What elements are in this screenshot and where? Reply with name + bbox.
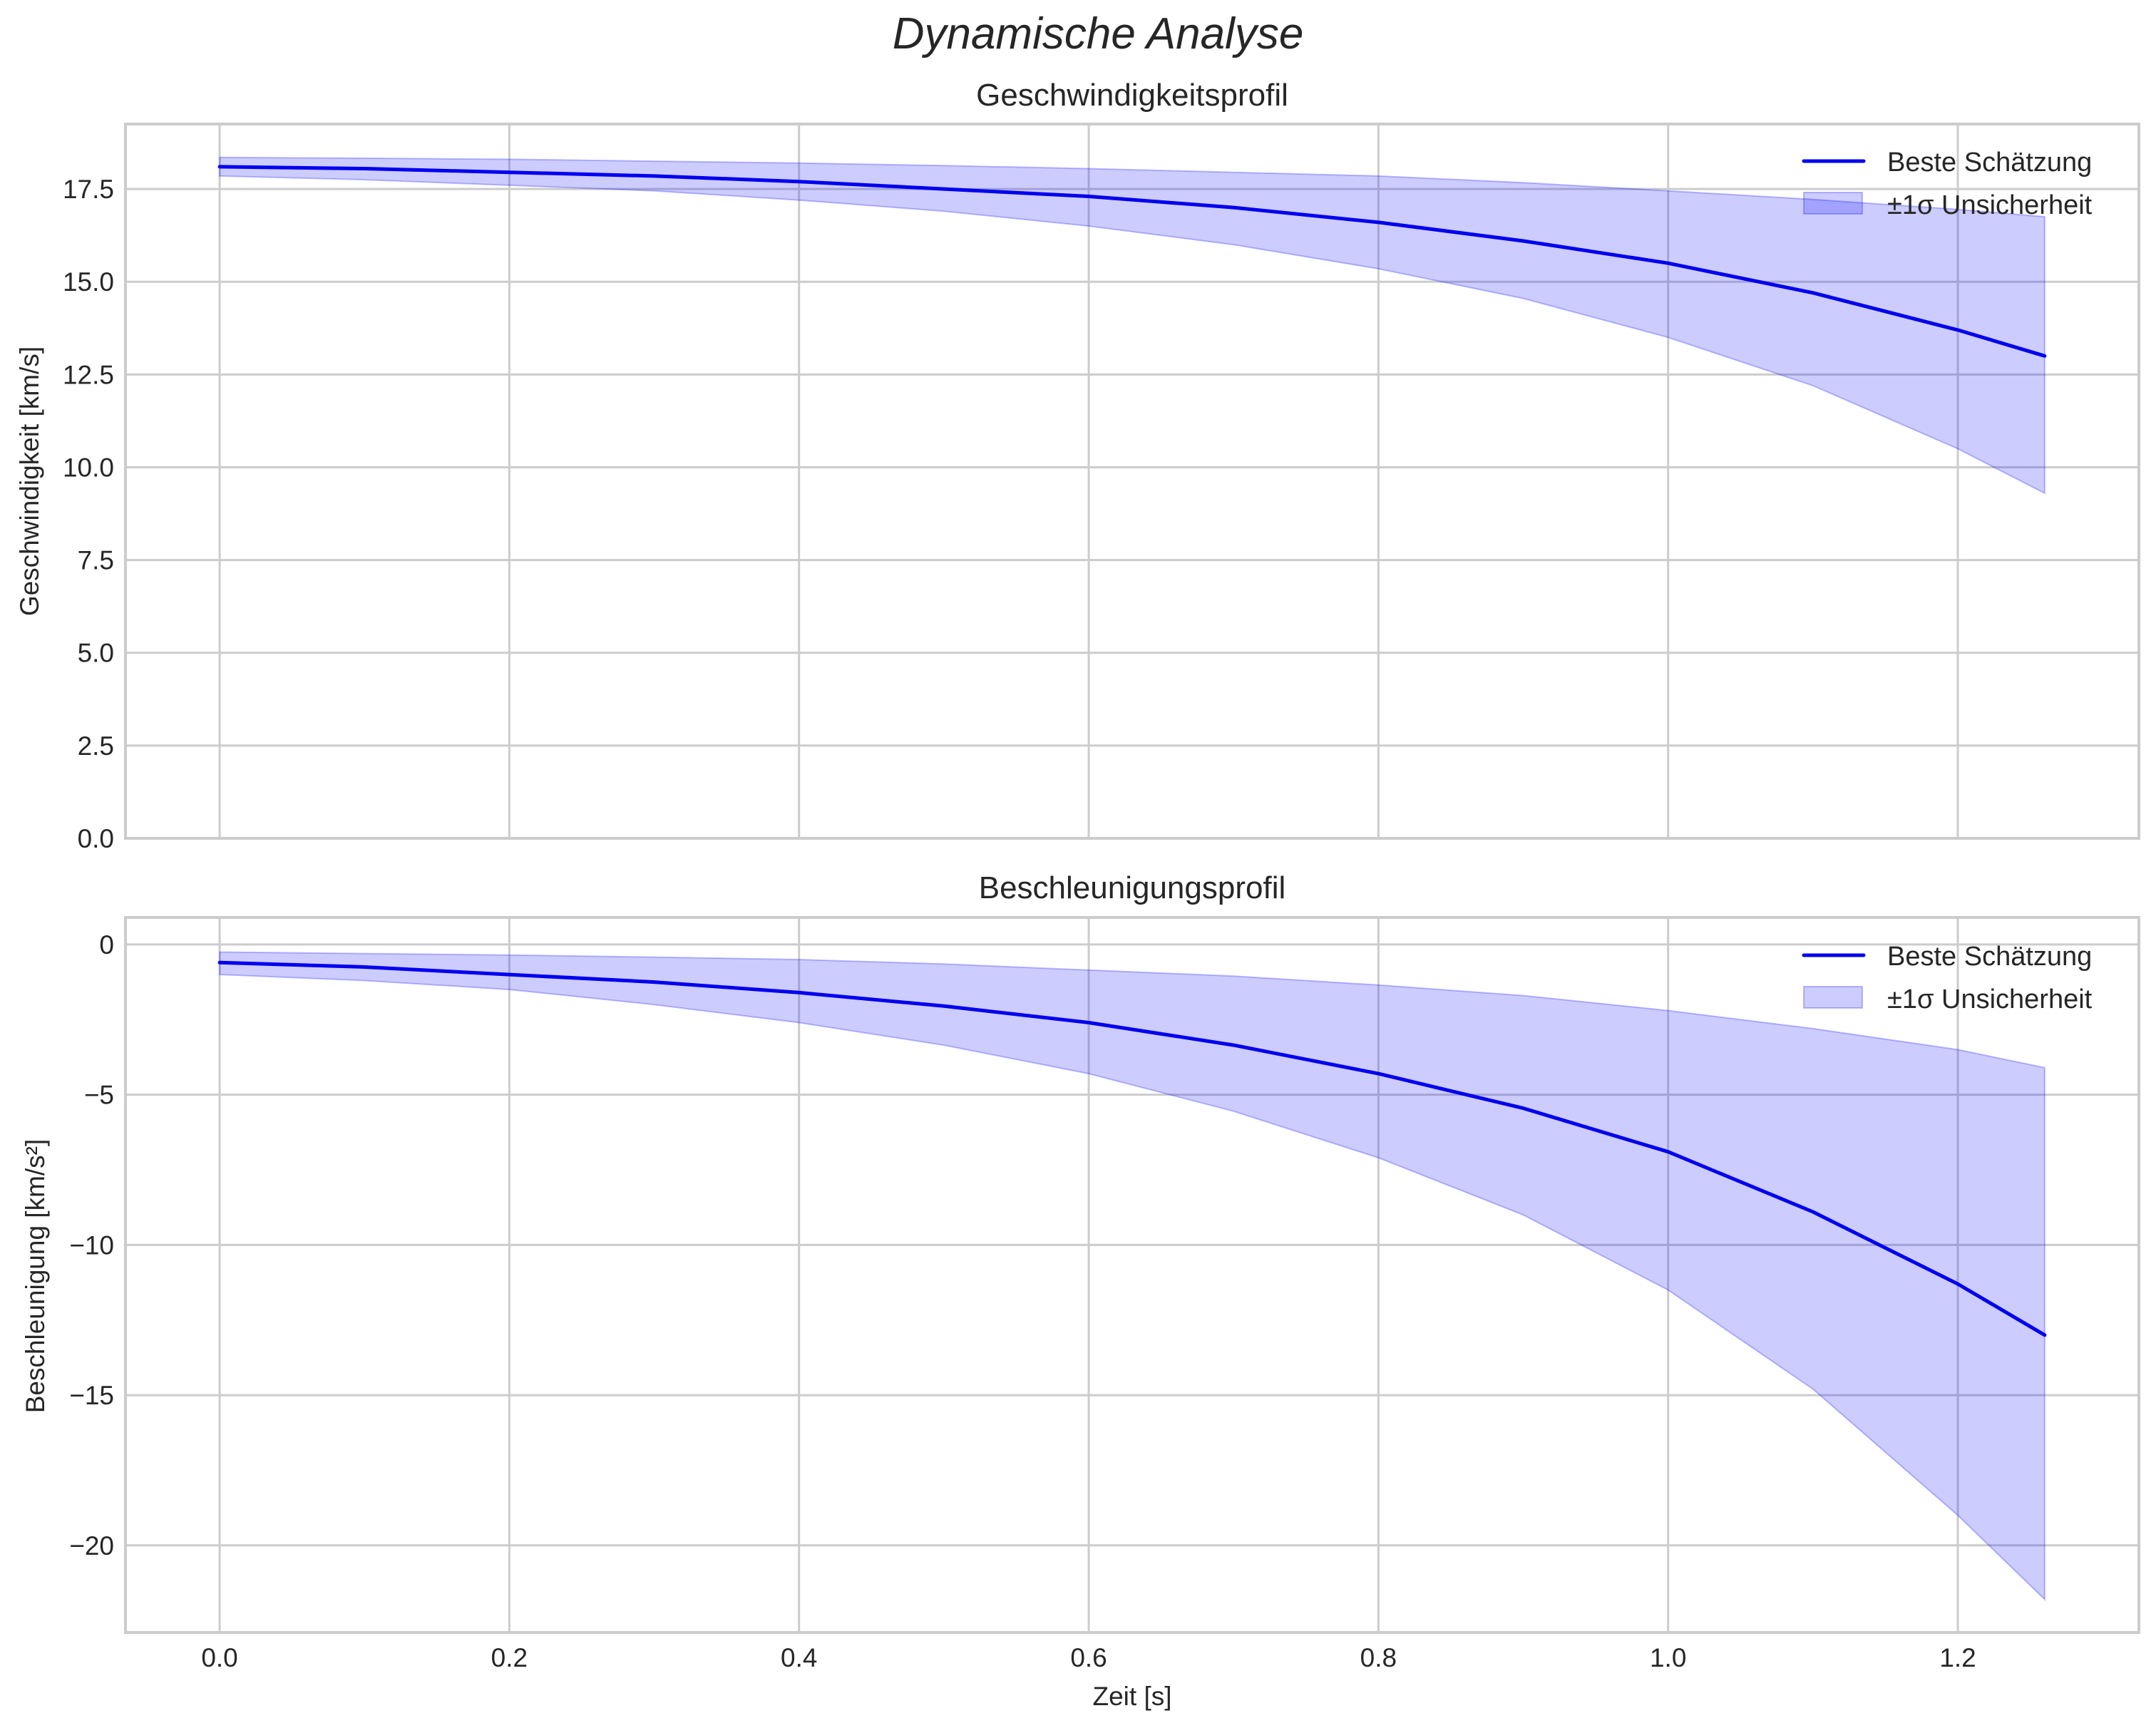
x-tick-label: 1.2: [1939, 1643, 1976, 1672]
acceleration-best-estimate-line: [217, 960, 2047, 1337]
x-tick-label: 0.8: [1360, 1643, 1397, 1672]
acceleration-y-ticks: 0 −5 −10 −15 −20: [69, 930, 114, 1560]
acceleration-subplot: Beschleunigungsprofil 0−5−10−15−20 0.0 0.…: [21, 870, 2140, 1711]
y-tick-label: 2.5: [78, 731, 114, 761]
velocity-grid: [125, 124, 2139, 840]
x-tick-label: 1.0: [1650, 1643, 1686, 1672]
y-tick-label: 5.0: [78, 639, 114, 668]
legend-line-label: Beste Schätzung: [1887, 942, 2092, 972]
y-tick-label: 17.5: [63, 175, 114, 204]
velocity-subplot: Geschwindigkeitsprofil 0.0 2.5 5.0 7.5 10.0 1…: [15, 78, 2140, 853]
figure-title: Dynamische Analyse: [893, 9, 1304, 58]
legend-band-label: ±1σ Unsicherheit: [1887, 984, 2093, 1014]
acceleration-grid: [125, 917, 2139, 1632]
velocity-axes-frame: [124, 123, 2140, 840]
x-ticks: 0.0 0.2 0.4 0.6 0.8 1.0 1.2: [201, 1643, 1976, 1672]
y-tick-label: −20: [69, 1531, 114, 1560]
acceleration-legend: Beste Schätzung ±1σ Unsicherheit: [1802, 942, 2093, 1014]
legend-line-label: Beste Schätzung: [1887, 148, 2092, 178]
acceleration-axes-frame: [124, 916, 2140, 1634]
y-tick-label: −5: [84, 1081, 114, 1110]
legend-band-icon: [1803, 192, 1863, 215]
velocity-y-ticks: 0.0 2.5 5.0 7.5 10.0 12.5 15.0 17.5: [63, 175, 114, 853]
legend-band-icon: [1803, 986, 1863, 1009]
velocity-y-axis-label: Geschwindigkeit [km/s]: [15, 346, 44, 616]
velocity-legend: Beste Schätzung ±1σ Unsicherheit: [1802, 148, 2093, 220]
y-tick-label: 0: [99, 930, 114, 960]
y-tick-label: −15: [69, 1381, 114, 1410]
velocity-uncertainty-band: [219, 156, 2045, 495]
y-tick-label: 0.0: [78, 824, 114, 853]
y-tick-label: 12.5: [63, 360, 114, 389]
x-tick-label: 0.6: [1070, 1643, 1107, 1672]
x-tick-label: 0.0: [201, 1643, 237, 1672]
y-tick-label: −10: [69, 1230, 114, 1260]
velocity-best-estimate-line: [217, 165, 2047, 358]
acceleration-uncertainty-band: [219, 951, 2045, 1601]
acceleration-y-axis-label: Beschleunigung [km/s²]: [21, 1139, 50, 1414]
acceleration-subplot-title: Beschleunigungsprofil: [979, 870, 1286, 905]
x-tick-label: 0.4: [781, 1643, 817, 1672]
y-tick-label: 10.0: [63, 453, 114, 482]
legend-band-label: ±1σ Unsicherheit: [1887, 190, 2093, 220]
y-tick-label: 7.5: [78, 546, 114, 575]
x-axis-label: Zeit [s]: [1092, 1682, 1171, 1711]
y-tick-label: 15.0: [63, 267, 114, 297]
velocity-subplot-title: Geschwindigkeitsprofil: [976, 78, 1288, 113]
x-tick-label: 0.2: [491, 1643, 528, 1672]
